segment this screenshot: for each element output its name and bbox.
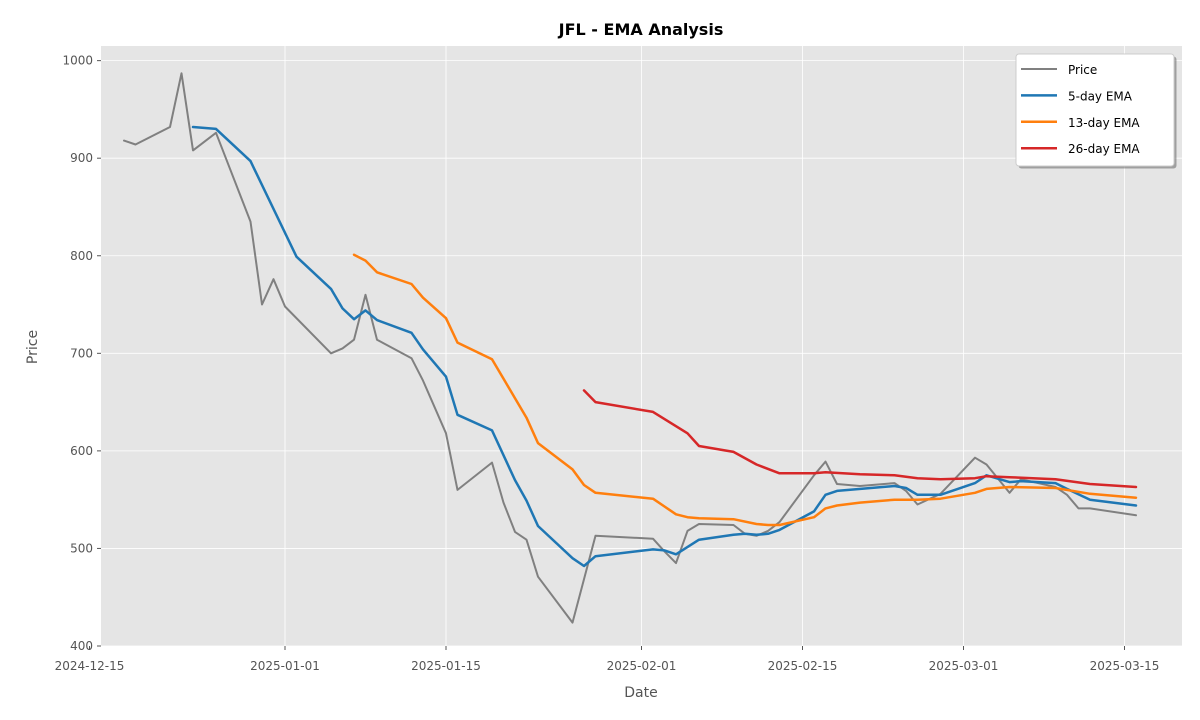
series-line-26-day-ema (582, 389, 1138, 489)
x-tick-label: 2024-12-15 (55, 659, 125, 673)
y-tick-label: 400 (70, 639, 93, 653)
x-axis-label: Date (624, 685, 657, 701)
legend-label: 5-day EMA (1068, 89, 1133, 103)
series-line-13-day-ema (352, 253, 1138, 527)
y-tick-label: 500 (70, 541, 93, 555)
y-axis-ticks: 400 500 600 700 800 900 1000 (62, 54, 101, 653)
chart-title: JFL - EMA Analysis (558, 20, 724, 39)
legend-label: Price (1068, 63, 1097, 77)
x-tick-label: 2025-03-01 (929, 659, 999, 673)
y-tick-label: 1000 (62, 54, 93, 68)
series-lines (123, 72, 1138, 624)
legend-box (1015, 53, 1175, 167)
legend: Price 5-day EMA 13-day EMA 26-day EMA (1015, 53, 1177, 169)
y-axis-label: Price (25, 330, 41, 364)
y-tick-label: 800 (70, 249, 93, 263)
x-axis-ticks: 2024-12-15 2025-01-01 2025-01-15 2025-02-01… (55, 646, 1160, 673)
legend-label: 26-day EMA (1068, 142, 1140, 156)
series-line-5-day-ema (191, 125, 1138, 568)
y-tick-label: 700 (70, 346, 93, 360)
y-tick-label: 600 (70, 444, 93, 458)
x-tick-label: 2025-03-15 (1090, 659, 1160, 673)
y-tick-label: 900 (70, 151, 93, 165)
x-tick-label: 2025-01-15 (411, 659, 481, 673)
x-tick-label: 2025-02-01 (607, 659, 677, 673)
x-tick-label: 2025-02-15 (768, 659, 838, 673)
series-line-price (123, 72, 1137, 624)
grid-lines (89, 46, 1182, 647)
x-tick-label: 2025-01-01 (250, 659, 320, 673)
legend-label: 13-day EMA (1068, 116, 1140, 130)
